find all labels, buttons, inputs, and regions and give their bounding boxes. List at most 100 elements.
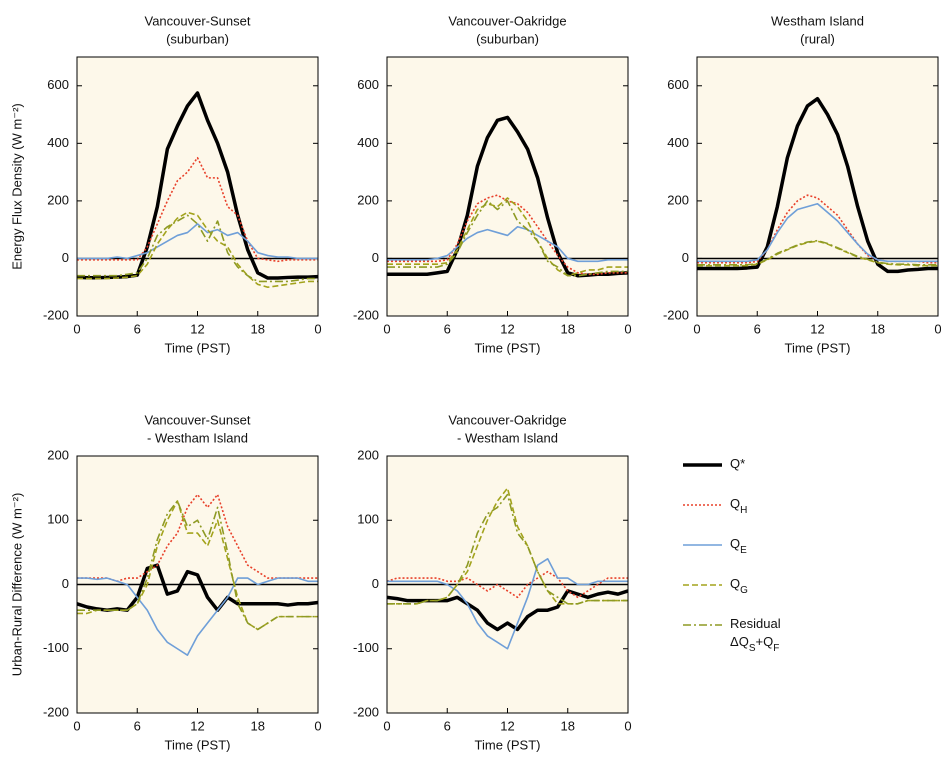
y-tick-label: 0	[62, 576, 69, 591]
y-tick-label: 200	[47, 192, 69, 207]
series-line	[697, 239, 938, 266]
y-tick-label: 600	[47, 77, 69, 92]
y-tick-label: 400	[667, 135, 689, 150]
x-axis-label: Time (PST)	[475, 340, 541, 355]
plot-frame	[696, 56, 939, 317]
y-tick-label: 200	[47, 447, 69, 462]
y-tick-label: 0	[372, 250, 379, 265]
series-line	[77, 500, 318, 631]
x-tick-label: 0	[624, 321, 631, 336]
x-axis-label: Time (PST)	[785, 340, 851, 355]
series-line	[77, 223, 318, 260]
chart-subtitle: - Westham Island	[457, 430, 558, 445]
legend-label: QE	[730, 536, 747, 556]
plot-area	[77, 57, 318, 316]
y-tick-label: -200	[663, 307, 689, 322]
y-tick-label: 600	[357, 77, 379, 92]
y-axis-label: Urban-Rural Difference (W m⁻²)	[9, 493, 24, 677]
chart-title: Vancouver-Oakridge	[448, 412, 566, 427]
chart-subtitle: (suburban)	[476, 31, 539, 46]
series-line	[697, 96, 938, 274]
y-tick-label: 200	[667, 192, 689, 207]
x-tick-label: 12	[500, 321, 514, 336]
plot-frame	[386, 56, 629, 317]
x-tick-label: 0	[73, 321, 80, 336]
chart-title: Vancouver-Sunset	[145, 412, 251, 427]
x-axis-label: Time (PST)	[165, 737, 231, 752]
series-line	[387, 225, 628, 263]
y-tick-label: -100	[43, 640, 69, 655]
series-line	[76, 91, 319, 280]
series-line	[697, 202, 938, 263]
y-tick-label: -200	[43, 704, 69, 719]
series-line	[77, 500, 318, 631]
x-tick-label: 0	[314, 718, 321, 733]
y-tick-label: 200	[357, 192, 379, 207]
chart-title: Vancouver-Sunset	[145, 13, 251, 28]
y-tick-label: 100	[47, 512, 69, 527]
x-tick-label: 18	[251, 321, 265, 336]
series-line	[387, 200, 628, 277]
series-line	[387, 558, 628, 650]
x-tick-label: 18	[561, 321, 575, 336]
x-tick-label: 0	[934, 321, 941, 336]
x-tick-label: 6	[444, 321, 451, 336]
plot-area	[387, 57, 628, 316]
plot-frame	[76, 455, 319, 714]
chart-title: Westham Island	[771, 13, 864, 28]
legend-label: Q*	[730, 456, 745, 471]
x-tick-label: 12	[190, 321, 204, 336]
y-tick-label: -100	[353, 640, 379, 655]
y-axis-label: Energy Flux Density (W m⁻²)	[9, 103, 24, 270]
y-tick-label: 0	[372, 576, 379, 591]
series-line	[387, 493, 628, 605]
series-line	[76, 563, 319, 612]
x-tick-label: 18	[251, 718, 265, 733]
series-line	[77, 214, 318, 283]
x-tick-label: 12	[190, 718, 204, 733]
x-tick-label: 0	[624, 718, 631, 733]
legend-label: Residual ΔQS+QF	[730, 616, 784, 654]
series-line	[77, 211, 318, 289]
x-tick-label: 12	[810, 321, 824, 336]
series-line	[386, 570, 628, 599]
x-tick-label: 6	[444, 718, 451, 733]
x-tick-label: 6	[754, 321, 761, 336]
x-tick-label: 6	[134, 321, 141, 336]
y-tick-label: 0	[682, 250, 689, 265]
y-tick-label: -200	[353, 704, 379, 719]
x-tick-label: 18	[561, 718, 575, 733]
y-tick-label: 400	[47, 135, 69, 150]
x-tick-label: 18	[871, 321, 885, 336]
x-tick-label: 12	[500, 718, 514, 733]
plot-frame	[386, 455, 629, 714]
y-tick-label: 100	[357, 512, 379, 527]
chart-title: Vancouver-Oakridge	[448, 13, 566, 28]
plot-area	[697, 57, 938, 316]
chart-subtitle: (suburban)	[166, 31, 229, 46]
x-axis-label: Time (PST)	[475, 737, 541, 752]
chart-subtitle: - Westham Island	[147, 430, 248, 445]
chart-subtitle: (rural)	[800, 31, 835, 46]
y-tick-label: -200	[43, 307, 69, 322]
plot-frame	[76, 56, 319, 317]
x-tick-label: 0	[314, 321, 321, 336]
series-line	[697, 194, 938, 264]
series-line	[77, 156, 318, 263]
x-tick-label: 0	[383, 321, 390, 336]
series-line	[387, 197, 628, 277]
y-tick-label: 600	[667, 77, 689, 92]
y-tick-label: -200	[353, 307, 379, 322]
y-tick-label: 200	[357, 447, 379, 462]
series-line	[387, 115, 629, 278]
series-line	[77, 577, 318, 656]
y-tick-label: 0	[62, 250, 69, 265]
y-tick-label: 400	[357, 135, 379, 150]
x-tick-label: 0	[693, 321, 700, 336]
legend-label: QG	[730, 576, 748, 596]
x-tick-label: 0	[383, 718, 390, 733]
x-axis-label: Time (PST)	[165, 340, 231, 355]
x-tick-label: 6	[134, 718, 141, 733]
legend-label: QH	[730, 496, 747, 516]
